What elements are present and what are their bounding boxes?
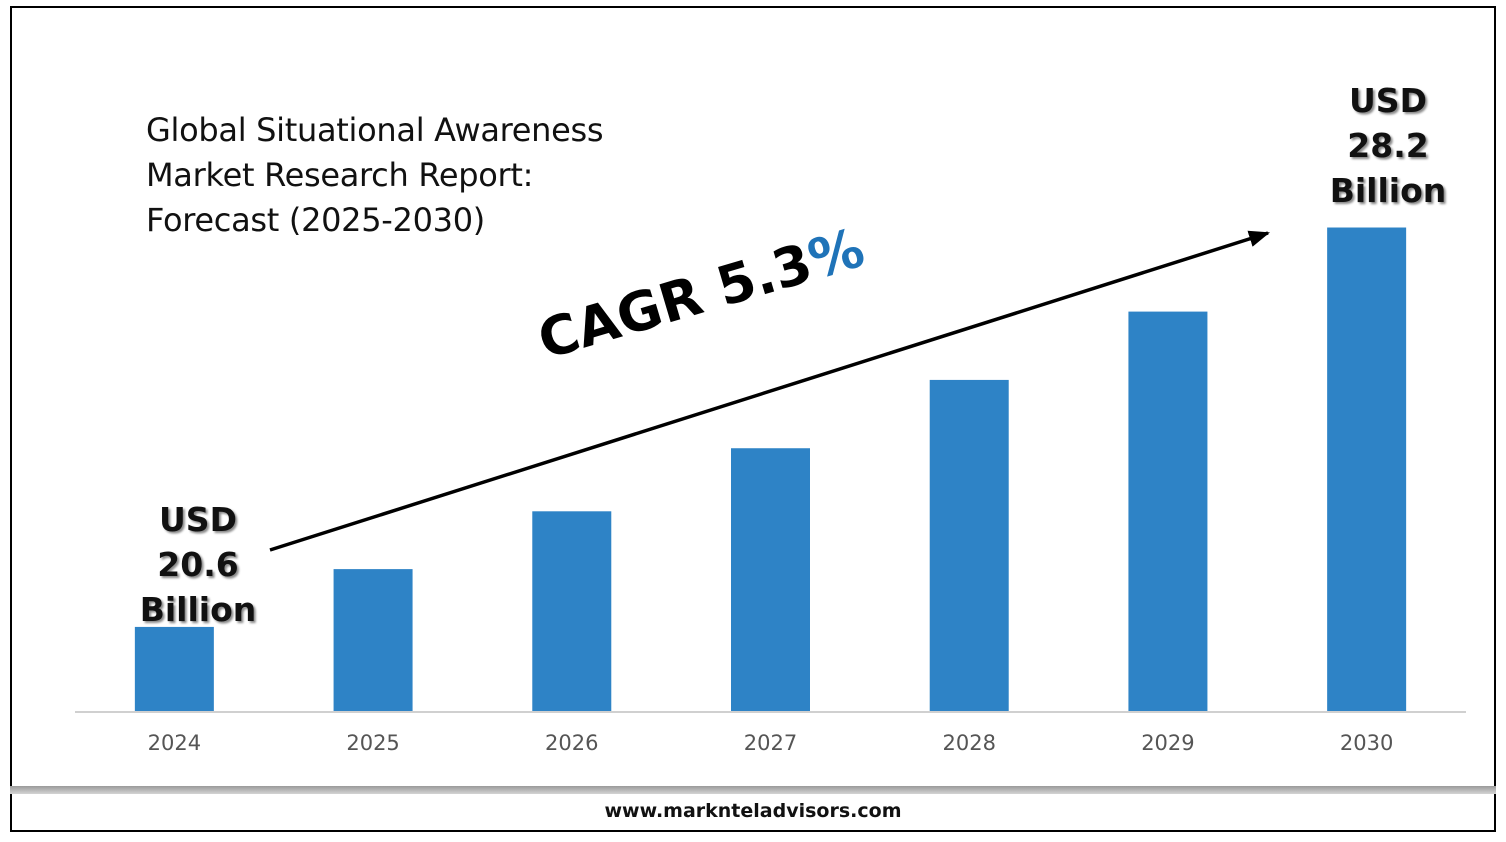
bar-2028: [929, 379, 1009, 711]
bar-2027: [731, 448, 810, 711]
start-value-callout: USD 20.6 Billion: [118, 497, 278, 632]
end-callout-line-1: USD: [1349, 81, 1427, 120]
bars-group: [134, 227, 1407, 712]
x-tick-label-2028: 2028: [942, 731, 995, 755]
bar-2024: [134, 626, 214, 711]
bar-2030: [1327, 227, 1407, 712]
trend-arrow: [269, 230, 1271, 552]
chart-title: Global Situational Awareness Market Rese…: [146, 108, 766, 243]
x-axis-ticks: 2024 2025 2026 2027 2028 2029 2030: [148, 731, 1394, 755]
bar-2026: [532, 511, 612, 711]
x-tick-label-2029: 2029: [1141, 731, 1194, 755]
x-tick-label-2026: 2026: [545, 731, 598, 755]
x-tick-label-2030: 2030: [1340, 731, 1393, 755]
chart-title-line-2: Market Research Report:: [146, 156, 534, 194]
footer-bar: [10, 786, 1496, 794]
bar-2029: [1128, 311, 1208, 711]
start-callout-line-2: 20.6: [157, 545, 239, 584]
end-value-callout: USD 28.2 Billion: [1308, 78, 1468, 213]
footer-url: www.marknteladvisors.com: [604, 800, 902, 822]
x-tick-label-2024: 2024: [148, 731, 201, 755]
end-callout-line-3: Billion: [1329, 171, 1447, 210]
chart-title-line-3: Forecast (2025-2030): [146, 201, 485, 239]
end-callout-line-2: 28.2: [1347, 126, 1429, 165]
start-callout-line-3: Billion: [139, 590, 257, 629]
start-callout-line-1: USD: [159, 500, 237, 539]
x-tick-label-2025: 2025: [346, 731, 399, 755]
bar-2025: [333, 569, 413, 711]
chart-title-line-1: Global Situational Awareness: [146, 111, 604, 149]
x-tick-label-2027: 2027: [744, 731, 797, 755]
